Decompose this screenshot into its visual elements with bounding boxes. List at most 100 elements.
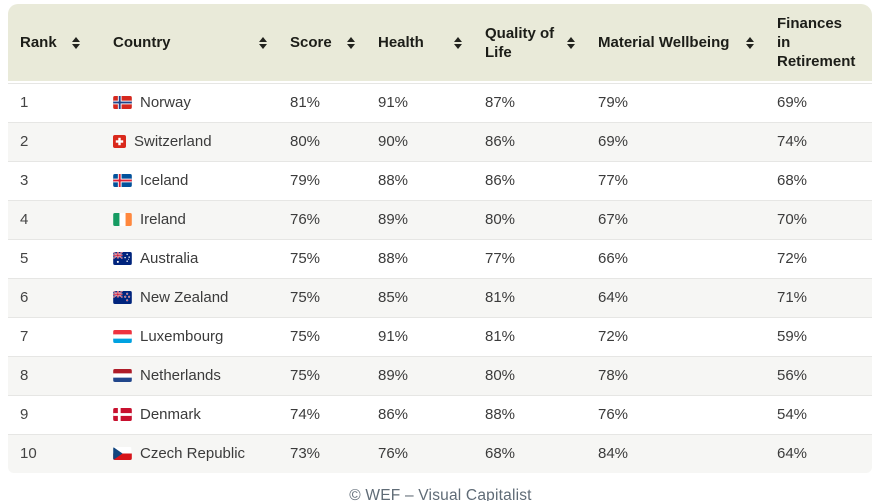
rank-cell: 4 [8, 200, 103, 239]
quality-of-life-cell: 86% [475, 161, 588, 200]
quality-of-life-cell: 77% [475, 239, 588, 278]
table-row: 1 Norway 81% 91% 87% 79% 69% [8, 83, 872, 122]
health-cell: 85% [368, 278, 475, 317]
iceland-flag-icon [113, 174, 132, 187]
column-header-rank[interactable]: Rank [8, 4, 103, 83]
rank-cell: 9 [8, 395, 103, 434]
health-cell: 86% [368, 395, 475, 434]
sort-icon[interactable] [259, 36, 267, 49]
table-row: 10 Czech Republic 73% 76% 68% 84% 64% [8, 434, 872, 473]
material-wellbeing-cell: 78% [588, 356, 767, 395]
finances-in-retirement-cell: 69% [767, 83, 872, 122]
column-header-score[interactable]: Score [280, 4, 368, 83]
column-header-quality-of-life[interactable]: Quality of Life [475, 4, 588, 83]
denmark-flag-icon [113, 408, 132, 421]
rankings-table: Rank Country Score Health Quality of Lif… [8, 4, 872, 473]
score-cell: 74% [280, 395, 368, 434]
quality-of-life-cell: 80% [475, 200, 588, 239]
finances-in-retirement-cell: 74% [767, 122, 872, 161]
column-header-label: Health [378, 34, 424, 51]
rank-cell: 2 [8, 122, 103, 161]
czech-republic-flag-icon [113, 447, 132, 460]
table-row: 9 Denmark 74% 86% 88% 76% 54% [8, 395, 872, 434]
score-cell: 75% [280, 356, 368, 395]
sort-icon[interactable] [567, 36, 575, 49]
switzerland-flag-icon [113, 135, 126, 148]
sort-icon[interactable] [454, 36, 462, 49]
rank-cell: 5 [8, 239, 103, 278]
table-row: 4 Ireland 76% 89% 80% 67% 70% [8, 200, 872, 239]
table-row: 8 Netherlands 75% 89% 80% 78% 56% [8, 356, 872, 395]
country-name: Norway [140, 94, 191, 111]
column-header-label: Quality of Life [485, 24, 555, 61]
column-header-label: Rank [20, 34, 57, 51]
country-name: Iceland [140, 172, 189, 189]
column-header-finances-in-retirement[interactable]: Finances in Retirement [767, 4, 872, 83]
country-name: Netherlands [140, 367, 221, 384]
netherlands-flag-icon [113, 369, 132, 382]
country-cell: Netherlands [103, 356, 280, 395]
column-header-label: Score [290, 34, 332, 51]
score-cell: 75% [280, 239, 368, 278]
finances-in-retirement-cell: 68% [767, 161, 872, 200]
country-cell: New Zealand [103, 278, 280, 317]
country-cell: Norway [103, 83, 280, 122]
finances-in-retirement-cell: 70% [767, 200, 872, 239]
country-cell: Australia [103, 239, 280, 278]
column-header-label: Country [113, 34, 171, 51]
material-wellbeing-cell: 69% [588, 122, 767, 161]
material-wellbeing-cell: 84% [588, 434, 767, 473]
finances-in-retirement-cell: 64% [767, 434, 872, 473]
table-row: 3 Iceland 79% 88% 86% 77% 68% [8, 161, 872, 200]
sort-icon[interactable] [746, 36, 754, 49]
quality-of-life-cell: 81% [475, 317, 588, 356]
table-body: 1 Norway 81% 91% 87% 79% 69% 2 Switzerla… [8, 83, 872, 473]
quality-of-life-cell: 86% [475, 122, 588, 161]
table-header: Rank Country Score Health Quality of Lif… [8, 4, 872, 83]
score-cell: 75% [280, 278, 368, 317]
material-wellbeing-cell: 66% [588, 239, 767, 278]
quality-of-life-cell: 80% [475, 356, 588, 395]
column-header-health[interactable]: Health [368, 4, 475, 83]
sort-icon[interactable] [347, 36, 355, 49]
health-cell: 91% [368, 83, 475, 122]
rank-cell: 7 [8, 317, 103, 356]
material-wellbeing-cell: 79% [588, 83, 767, 122]
material-wellbeing-cell: 72% [588, 317, 767, 356]
column-header-material-wellbeing[interactable]: Material Wellbeing [588, 4, 767, 83]
country-name: Ireland [140, 211, 186, 228]
table-row: 5 Australia 75% 88% 77% 66% 72% [8, 239, 872, 278]
sort-icon[interactable] [72, 36, 80, 49]
country-cell: Switzerland [103, 122, 280, 161]
australia-flag-icon [113, 252, 132, 265]
new-zealand-flag-icon [113, 291, 132, 304]
column-header-label: Finances in Retirement [777, 15, 856, 70]
score-cell: 81% [280, 83, 368, 122]
finances-in-retirement-cell: 72% [767, 239, 872, 278]
rank-cell: 1 [8, 83, 103, 122]
country-name: New Zealand [140, 289, 229, 306]
score-cell: 80% [280, 122, 368, 161]
quality-of-life-cell: 81% [475, 278, 588, 317]
health-cell: 91% [368, 317, 475, 356]
table-row: 6 New Zealand 75% 85% 81% 64% 71% [8, 278, 872, 317]
material-wellbeing-cell: 77% [588, 161, 767, 200]
table-row: 7 Luxembourg 75% 91% 81% 72% 59% [8, 317, 872, 356]
score-cell: 73% [280, 434, 368, 473]
health-cell: 90% [368, 122, 475, 161]
quality-of-life-cell: 87% [475, 83, 588, 122]
country-name: Switzerland [134, 133, 212, 150]
ireland-flag-icon [113, 213, 132, 226]
norway-flag-icon [113, 96, 132, 109]
score-cell: 76% [280, 200, 368, 239]
country-name: Luxembourg [140, 328, 224, 345]
column-header-country[interactable]: Country [103, 4, 280, 83]
score-cell: 75% [280, 317, 368, 356]
source-credit: © WEF – Visual Capitalist [349, 487, 532, 501]
country-cell: Ireland [103, 200, 280, 239]
finances-in-retirement-cell: 54% [767, 395, 872, 434]
material-wellbeing-cell: 76% [588, 395, 767, 434]
material-wellbeing-cell: 67% [588, 200, 767, 239]
health-cell: 89% [368, 200, 475, 239]
